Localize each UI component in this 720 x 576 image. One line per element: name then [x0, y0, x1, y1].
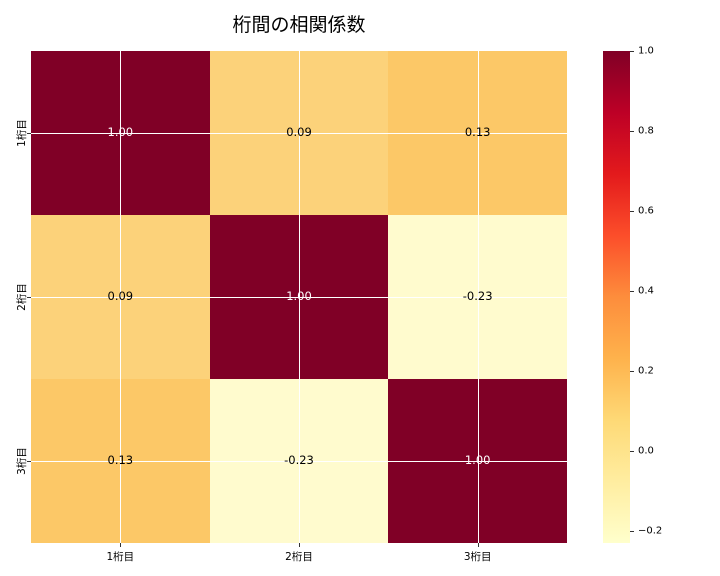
cell-annotation: 0.09 [286, 125, 312, 140]
cell-annotation: -0.23 [462, 289, 493, 304]
x-tick-mark [120, 543, 122, 547]
colorbar-tick-mark [630, 371, 634, 372]
x-tick-label: 3桁目 [463, 551, 492, 563]
colorbar-tick-label: 0.0 [638, 445, 654, 457]
colorbar-tick-label: 0.2 [638, 365, 654, 377]
colorbar-tick-label: −0.2 [638, 525, 663, 537]
heatmap-cell: 0.13 [31, 379, 210, 543]
y-tick-label: 3桁目 [16, 447, 29, 475]
heatmap-grid: 1.00 0.09 0.13 0.09 1.00 -0.23 0.13 -0.23 1.00 [31, 51, 567, 543]
cell-annotation: -0.23 [284, 453, 314, 468]
y-tick-mark [27, 460, 31, 462]
heatmap-cell: 0.13 [388, 51, 567, 215]
colorbar-tick-mark [630, 51, 634, 52]
colorbar-tick-mark [630, 131, 634, 132]
cell-annotation: 1.00 [286, 289, 312, 304]
colorbar-tick-mark [630, 531, 634, 532]
colorbar-tick-label: 0.6 [638, 205, 654, 217]
y-tick-label: 1桁目 [16, 119, 29, 147]
colorbar-tick-label: 0.4 [638, 285, 654, 297]
x-tick-mark [477, 543, 479, 547]
x-tick-mark [299, 543, 300, 547]
heatmap-cell: 1.00 [31, 51, 210, 215]
x-axis: 1桁目 2桁目 3桁目 [31, 543, 567, 569]
x-tick-label: 1桁目 [106, 551, 135, 563]
cell-annotation: 1.00 [107, 125, 134, 140]
heatmap-cell: 1.00 [388, 379, 567, 543]
heatmap-cell: -0.23 [388, 215, 567, 379]
heatmap-cell: 0.09 [31, 215, 210, 379]
x-tick-label: 2桁目 [285, 551, 313, 563]
colorbar-tick-mark [630, 291, 634, 292]
colorbar-tick-label: 1.0 [638, 45, 654, 57]
y-tick-label: 2桁目 [16, 283, 29, 311]
heatmap-cell: 1.00 [209, 215, 389, 379]
y-tick-mark [27, 133, 31, 134]
colorbar-tick-mark [630, 451, 634, 452]
cell-annotation: 0.13 [464, 125, 491, 140]
heatmap-cell: -0.23 [209, 379, 389, 543]
y-tick-mark [27, 297, 31, 298]
heatmap-cell: 0.09 [209, 51, 389, 215]
y-axis: 1桁目 2桁目 3桁目 [0, 51, 31, 543]
colorbar-tick-label: 0.8 [638, 125, 654, 137]
colorbar-axis: 1.0 0.8 0.6 0.4 0.2 0.0 −0.2 [630, 46, 690, 543]
colorbar [603, 51, 630, 543]
cell-annotation: 0.13 [107, 453, 134, 468]
colorbar-tick-mark [630, 211, 634, 212]
cell-annotation: 0.09 [107, 289, 134, 304]
cell-annotation: 1.00 [464, 453, 491, 468]
chart-title: 桁間の相関係数 [232, 14, 366, 36]
